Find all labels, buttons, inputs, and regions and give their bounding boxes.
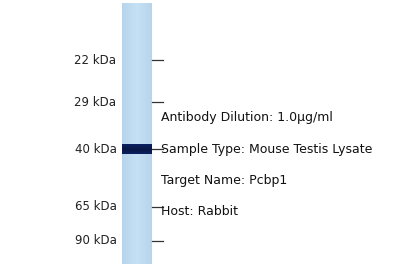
Text: Antibody Dilution: 1.0µg/ml: Antibody Dilution: 1.0µg/ml: [161, 111, 333, 124]
Text: 65 kDa: 65 kDa: [74, 200, 116, 213]
Text: 29 kDa: 29 kDa: [74, 96, 116, 109]
Text: 40 kDa: 40 kDa: [74, 143, 116, 156]
Text: Sample Type: Mouse Testis Lysate: Sample Type: Mouse Testis Lysate: [161, 143, 372, 156]
Text: Host: Rabbit: Host: Rabbit: [161, 205, 238, 218]
Text: Target Name: Pcbp1: Target Name: Pcbp1: [161, 174, 287, 187]
Text: 90 kDa: 90 kDa: [74, 234, 116, 247]
Text: 22 kDa: 22 kDa: [74, 54, 116, 67]
